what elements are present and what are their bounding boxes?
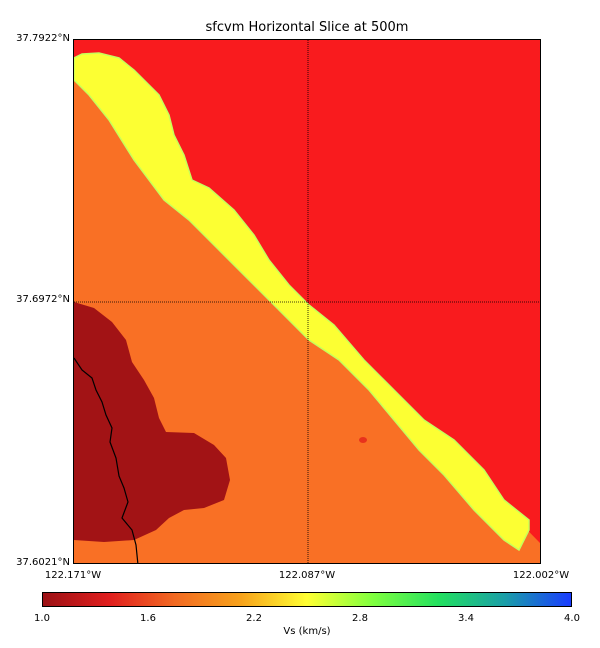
lon-label-left: 122.171°W <box>44 570 102 581</box>
zone-low-velocity <box>74 302 230 542</box>
zone-anomaly-spot <box>359 437 367 443</box>
map-title: sfcvm Horizontal Slice at 500m <box>205 20 409 35</box>
colorbar-tick: 3.4 <box>458 613 474 624</box>
zone-fault-band <box>74 52 530 552</box>
colorbar-tick: 2.8 <box>352 613 368 624</box>
lat-label-top: 37.7922°N <box>16 33 70 44</box>
colorbar-tick: 4.0 <box>564 613 580 624</box>
colorbar-tick: 2.2 <box>246 613 262 624</box>
coastline <box>74 357 139 563</box>
colorbar-tick: 1.6 <box>140 613 156 624</box>
lat-label-bottom: 37.6021°N <box>16 557 70 568</box>
velocity-map <box>73 39 541 564</box>
colorbar <box>42 592 572 607</box>
lon-label-middle: 122.087°W <box>278 570 336 581</box>
lat-label-middle: 37.6972°N <box>16 294 70 305</box>
colorbar-tick: 1.0 <box>34 613 50 624</box>
lon-label-right: 122.002°W <box>512 570 570 581</box>
colorbar-label: Vs (km/s) <box>283 626 331 637</box>
